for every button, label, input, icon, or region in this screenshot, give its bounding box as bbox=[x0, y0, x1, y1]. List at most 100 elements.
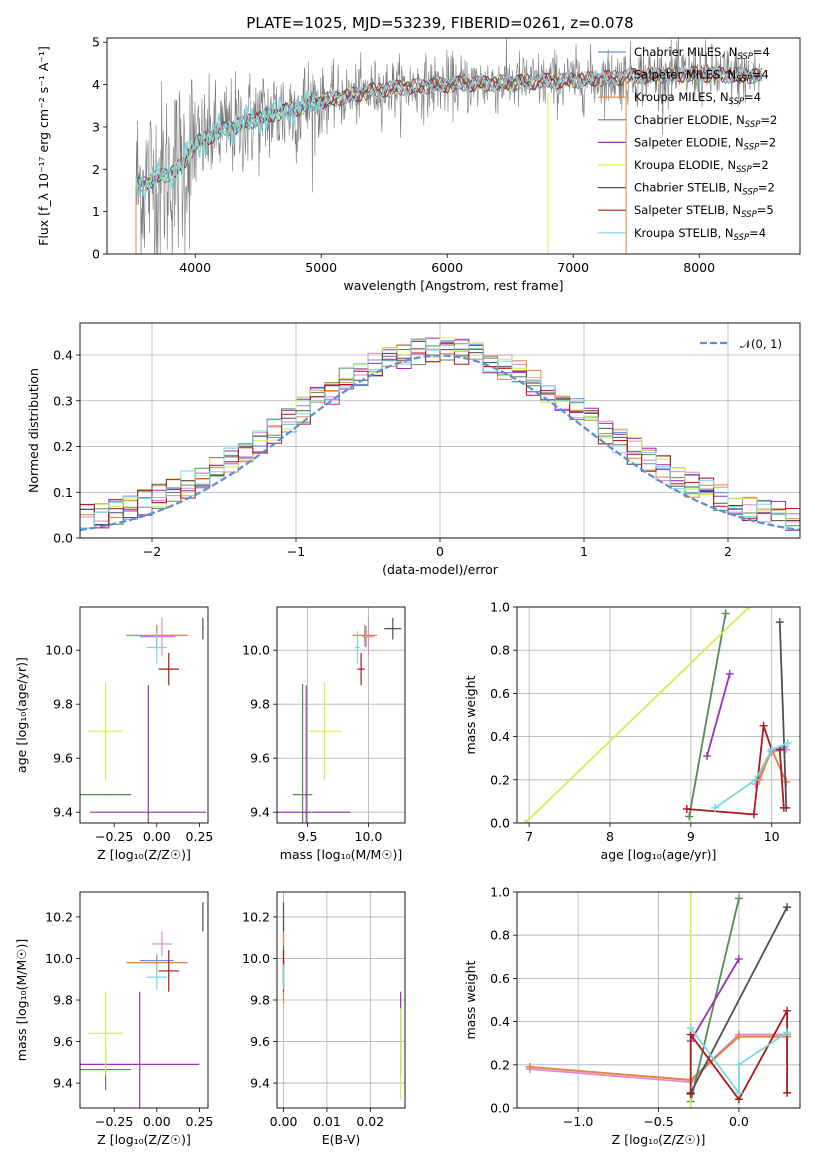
x-tick-label: 0.00 bbox=[143, 829, 171, 844]
errorbar-point-kroupa_elodie bbox=[104, 730, 107, 732]
y-tick-label: 5 bbox=[92, 35, 100, 50]
y-tick-label: 0.8 bbox=[490, 643, 510, 658]
x-tick-label: 8 bbox=[606, 829, 614, 844]
errorbar-point-chabrier_elodie bbox=[301, 793, 304, 796]
axes-frame bbox=[106, 37, 801, 255]
y-axis-label: age [log₁₀(age/yr)] bbox=[14, 657, 29, 773]
weight-line-chabrier_stelib bbox=[689, 906, 788, 1094]
panel-weight_vs_Z: −1.0 −0.5 0.0 0.0 0.2 0.4 0.6 0.8 1.0 Z [log₁₀(Z/… bbox=[463, 885, 801, 1147]
legend-label-chabrier_elodie: Chabrier ELODIE, NSSP=2 bbox=[634, 113, 777, 130]
plot-area bbox=[80, 337, 800, 538]
legend-label-text: Salpeter STELIB, N bbox=[634, 203, 741, 217]
y-tick-label: 10.0 bbox=[45, 643, 73, 658]
weight-marker-kroupa_elodie bbox=[745, 607, 754, 611]
y-axis-label: Flux [f_λ 10⁻¹⁷ erg cm⁻² s⁻¹ A⁻¹] bbox=[36, 46, 51, 246]
y-tick-label: 9.8 bbox=[250, 697, 270, 712]
y-tick-label: 9.4 bbox=[250, 1076, 270, 1091]
weight-marker-kroupa_stelib bbox=[751, 775, 760, 784]
errorbar-point-kroupa_elodie bbox=[323, 730, 326, 732]
y-tick-label: 0.1 bbox=[53, 485, 73, 500]
weight-marker-chabrier_elodie bbox=[685, 812, 694, 821]
x-tick-label: 10 bbox=[764, 829, 780, 844]
axes-frame bbox=[516, 891, 801, 1109]
x-axis-label: mass [log₁₀(M/M☉)] bbox=[280, 847, 402, 862]
y-axis-label: mass [log₁₀(M/M☉)] bbox=[14, 939, 29, 1061]
plot-area bbox=[80, 902, 204, 1108]
x-axis-label: (data-model)/error bbox=[382, 562, 499, 577]
weight-marker-chabrier_stelib bbox=[775, 618, 784, 627]
weight-marker-kroupa_stelib bbox=[734, 1060, 743, 1069]
weight-marker-chabrier_elodie bbox=[734, 894, 743, 903]
legend-label-chabrier_miles: Chabrier MILES, NSSP=4 bbox=[634, 45, 770, 62]
y-tick-label: 9.4 bbox=[53, 1076, 73, 1091]
y-tick-label: 0.0 bbox=[490, 1101, 510, 1116]
x-tick-label: 4000 bbox=[179, 260, 211, 275]
y-tick-label: 0.3 bbox=[53, 393, 73, 408]
errorbar-point-salpeter_stelib bbox=[167, 668, 170, 670]
y-tick-label: 1 bbox=[92, 204, 100, 219]
x-tick-label: 0.00 bbox=[143, 1114, 171, 1129]
legend-label-text: Kroupa MILES, N bbox=[634, 90, 729, 104]
errorbar-point-kroupa_stelib bbox=[282, 976, 285, 978]
weight-marker-kroupa_elodie bbox=[686, 892, 695, 896]
y-tick-label: 9.4 bbox=[53, 805, 73, 820]
x-tick-label: −1.0 bbox=[563, 1114, 593, 1129]
errorbar-point-chabrier_stelib bbox=[392, 627, 394, 630]
y-tick-label: 0.4 bbox=[490, 729, 510, 744]
errorbar-point-salpeter_miles bbox=[161, 635, 163, 638]
legend-label-sub: SSP bbox=[736, 165, 752, 175]
y-tick-label: 9.6 bbox=[250, 751, 270, 766]
figure-title: PLATE=1025, MJD=53239, FIBERID=0261, z=0… bbox=[246, 14, 633, 32]
errorbar-point-salpeter_miles bbox=[367, 635, 370, 638]
legend-label-kroupa_miles: Kroupa MILES, NSSP=4 bbox=[634, 90, 761, 107]
weight-marker-kroupa_miles bbox=[525, 1062, 534, 1071]
gaussian-curve bbox=[80, 354, 800, 532]
legend-label-salpeter_stelib: Salpeter STELIB, NSSP=5 bbox=[634, 203, 774, 220]
weight-marker-kroupa_stelib bbox=[686, 1024, 695, 1033]
errorbar-point-chabrier_stelib bbox=[202, 627, 204, 630]
errorbar-point-salpeter_elodie bbox=[305, 811, 308, 813]
legend-label-text: Chabrier MILES, N bbox=[634, 45, 737, 59]
y-tick-label: 0.8 bbox=[490, 928, 510, 943]
axes-frame bbox=[516, 606, 801, 824]
panel-mass_vs_Z: −0.25 0.00 0.25 9.4 9.6 9.8 10.0 10.2 Z [log₁₀(Z… bbox=[14, 891, 213, 1147]
weight-marker-chabrier_elodie bbox=[721, 609, 730, 618]
plot-area bbox=[282, 902, 402, 1100]
errorbar-point-chabrier_elodie bbox=[104, 793, 107, 796]
x-tick-label: −2 bbox=[143, 544, 161, 559]
weight-marker-salpeter_stelib bbox=[759, 721, 768, 730]
errorbar-point-kroupa_stelib bbox=[156, 646, 158, 649]
y-tick-label: 0.4 bbox=[53, 348, 73, 363]
y-tick-label: 9.8 bbox=[53, 697, 73, 712]
errorbar-point-salpeter_stelib bbox=[167, 970, 170, 972]
panel-mass_vs_ebv: 0.00 0.01 0.02 9.4 9.6 9.8 10.0 10.2 E(B-V) bbox=[242, 891, 406, 1147]
errorbar-point-salpeter_miles bbox=[161, 943, 163, 945]
y-tick-label: 9.4 bbox=[250, 805, 270, 820]
y-tick-label: 0 bbox=[92, 247, 100, 262]
weight-marker-salpeter_stelib bbox=[783, 1088, 792, 1097]
y-tick-label: 3 bbox=[92, 119, 100, 134]
x-tick-label: 2 bbox=[724, 544, 732, 559]
x-axis-label: Z [log₁₀(Z/Z☉)] bbox=[97, 847, 191, 862]
y-tick-label: 10.0 bbox=[45, 951, 73, 966]
legend-label-suffix: =4 bbox=[744, 90, 761, 104]
x-axis-label: E(B-V) bbox=[322, 1132, 361, 1147]
x-tick-label: 0.0 bbox=[729, 1114, 749, 1129]
legend-label-sub: SSP bbox=[737, 52, 753, 62]
y-tick-label: 1.0 bbox=[490, 885, 510, 900]
errorbar-point-chabrier_stelib bbox=[202, 916, 204, 918]
legend-label-kroupa_elodie: Kroupa ELODIE, NSSP=2 bbox=[634, 158, 769, 175]
y-tick-label: 0.2 bbox=[490, 1057, 510, 1072]
y-tick-label: 0.6 bbox=[490, 686, 510, 701]
x-tick-label: −0.25 bbox=[95, 829, 133, 844]
x-tick-label: 9 bbox=[687, 829, 695, 844]
legend-label-text: Salpeter ELODIE, N bbox=[634, 135, 744, 149]
x-axis-label: wavelength [Angstrom, rest frame] bbox=[343, 278, 563, 293]
x-axis-label: Z [log₁₀(Z/Z☉)] bbox=[612, 1132, 706, 1147]
y-tick-label: 0.2 bbox=[490, 772, 510, 787]
x-tick-label: −0.5 bbox=[643, 1114, 673, 1129]
legend-label-salpeter_miles: Salpeter MILES, NSSP=4 bbox=[634, 68, 769, 85]
weight-marker-kroupa_elodie bbox=[521, 819, 530, 823]
axes-frame bbox=[79, 606, 209, 824]
x-tick-label: 0.02 bbox=[356, 1114, 384, 1129]
